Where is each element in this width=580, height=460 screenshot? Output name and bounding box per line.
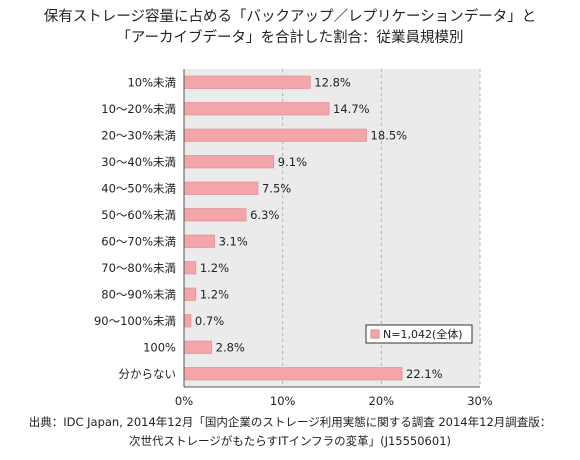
chart-title-line-2: 「アーカイブデータ」を合計した割合：従業員規模別 bbox=[116, 30, 464, 46]
legend: N=1,042(全体) bbox=[365, 324, 473, 344]
value-label: 9.1% bbox=[278, 155, 307, 169]
category-label: 70～80%未満 bbox=[101, 261, 176, 275]
value-label: 1.2% bbox=[200, 287, 229, 301]
legend-swatch bbox=[370, 329, 380, 339]
category-label: 50～60%未満 bbox=[101, 208, 176, 222]
category-label: 20～30%未満 bbox=[101, 128, 176, 142]
category-label: 10～20%未満 bbox=[101, 102, 176, 116]
value-labels: 12.8% 14.7%18.5% 9.1% 7.5% 6.3%3.1% 1.2% 1.2% 0… bbox=[195, 75, 443, 381]
value-label: 6.3% bbox=[250, 208, 279, 222]
x-tick-label: 10% bbox=[270, 394, 296, 408]
x-tick-label: 30% bbox=[467, 394, 493, 408]
value-label: 18.5% bbox=[371, 128, 408, 142]
source-line-1: 出典：IDC Japan, 2014年12月「国内企業のストレージ利用実態に関す… bbox=[28, 415, 552, 429]
value-label: 1.2% bbox=[200, 261, 229, 275]
value-label: 12.8% bbox=[314, 75, 351, 89]
bar bbox=[183, 128, 367, 142]
x-tick-label: 0% bbox=[175, 394, 193, 408]
bar bbox=[183, 155, 275, 169]
bar bbox=[183, 75, 311, 89]
bar bbox=[183, 261, 197, 275]
legend-label: N=1,042(全体) bbox=[383, 327, 463, 341]
category-label: 分からない bbox=[119, 367, 177, 381]
x-axis: 0% 10% 20% 30% bbox=[175, 69, 493, 408]
bar bbox=[183, 102, 330, 116]
value-label: 0.7% bbox=[195, 314, 224, 328]
bar bbox=[183, 314, 192, 328]
bars bbox=[183, 75, 403, 381]
bar bbox=[183, 367, 403, 381]
value-label: 3.1% bbox=[219, 234, 248, 248]
category-label: 30～40%未満 bbox=[101, 155, 176, 169]
source-line-2: 次世代ストレージがもたらすITインフラの変革」(J15550601) bbox=[128, 434, 451, 448]
value-label: 14.7% bbox=[333, 102, 370, 116]
bar bbox=[183, 181, 259, 195]
legend-box bbox=[365, 324, 473, 344]
value-label: 2.8% bbox=[216, 340, 245, 354]
category-label: 100% bbox=[143, 340, 176, 354]
value-label: 7.5% bbox=[262, 181, 291, 195]
value-label: 22.1% bbox=[406, 367, 443, 381]
category-label: 40～50%未満 bbox=[101, 181, 176, 195]
chart-title-line-1: 保有ストレージ容量に占める「バックアップ／レプリケーションデータ」と bbox=[43, 9, 537, 25]
bar bbox=[183, 340, 212, 354]
category-label: 90～100%未満 bbox=[94, 314, 176, 328]
category-labels: 10%未満 10～20%未満 20～30%未満 30～40%未満 40～50%未満 50～… bbox=[94, 75, 176, 381]
category-label: 60～70%未満 bbox=[101, 234, 176, 248]
bar bbox=[183, 208, 247, 222]
bar bbox=[183, 287, 197, 301]
bar bbox=[183, 234, 215, 248]
x-tick-label: 20% bbox=[369, 394, 395, 408]
category-label: 80～90%未満 bbox=[101, 287, 176, 301]
category-label: 10%未満 bbox=[127, 75, 176, 89]
